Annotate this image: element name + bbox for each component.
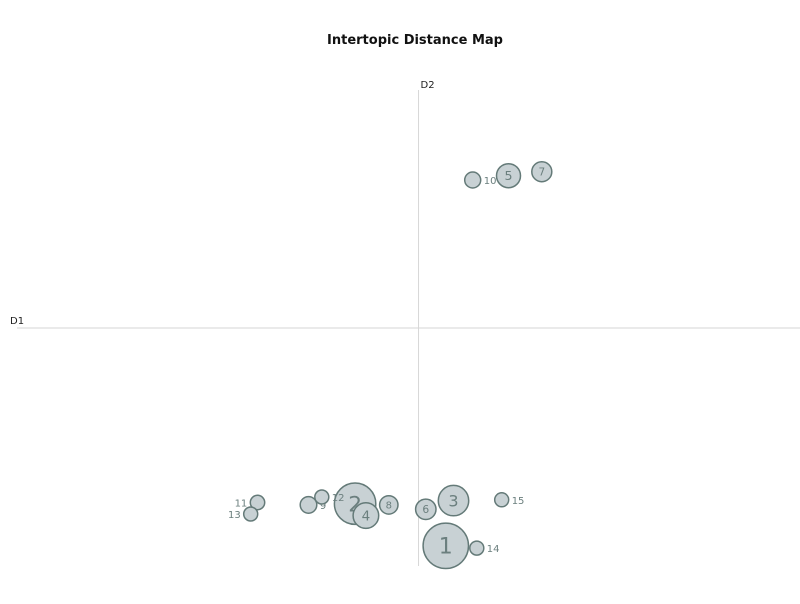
topic-label-15: 15 (512, 496, 525, 507)
topic-bubble-9[interactable] (299, 495, 318, 514)
topic-bubble-4[interactable] (352, 502, 380, 530)
topic-bubble-6[interactable] (414, 498, 437, 521)
topic-11[interactable]: 11 (235, 494, 266, 511)
topic-bubble-15[interactable] (493, 492, 510, 508)
topic-label-4: 4 (362, 509, 371, 525)
topic-label-10: 10 (484, 176, 497, 187)
topic-bubble-13[interactable] (242, 506, 259, 522)
topic-label-12: 12 (332, 493, 345, 504)
chart-title: Intertopic Distance Map (327, 33, 503, 48)
topic-3[interactable]: 3 (437, 484, 470, 517)
topic-14[interactable]: 14 (469, 540, 500, 556)
topic-label-5: 5 (504, 168, 512, 183)
topic-8[interactable]: 8 (378, 494, 399, 515)
topic-bubble-1[interactable] (422, 522, 470, 570)
topic-label-9: 9 (320, 501, 326, 512)
topic-label-13: 13 (228, 510, 241, 521)
topic-12[interactable]: 12 (314, 489, 345, 505)
topic-1[interactable]: 1 (422, 522, 470, 570)
topic-bubble-12[interactable] (314, 489, 330, 505)
topic-15[interactable]: 15 (493, 492, 525, 508)
topic-9[interactable]: 9 (299, 495, 326, 514)
topic-label-11: 11 (235, 499, 248, 510)
topic-label-1: 1 (439, 535, 453, 560)
topic-13[interactable]: 13 (228, 506, 259, 522)
topic-bubble-8[interactable] (378, 494, 399, 515)
topic-bubble-14[interactable] (469, 540, 485, 556)
topic-label-8: 8 (386, 501, 392, 512)
x-axis-label: D1 (10, 316, 24, 327)
topic-6[interactable]: 6 (414, 498, 437, 521)
topic-label-7: 7 (538, 167, 545, 179)
y-axis-label: D2 (421, 80, 435, 91)
topic-bubble-7[interactable] (531, 160, 553, 183)
topic-5[interactable]: 5 (495, 162, 522, 189)
topic-label-14: 14 (487, 544, 500, 555)
topic-bubble-10[interactable] (463, 171, 482, 189)
topic-bubble-3[interactable] (437, 484, 470, 517)
topic-4[interactable]: 4 (352, 502, 380, 530)
topic-label-6: 6 (422, 503, 429, 516)
topic-10[interactable]: 10 (463, 171, 497, 189)
topic-bubble-5[interactable] (495, 162, 522, 189)
topic-7[interactable]: 7 (531, 160, 553, 183)
topic-label-3: 3 (448, 491, 458, 510)
topic-bubble-11[interactable] (249, 494, 266, 511)
